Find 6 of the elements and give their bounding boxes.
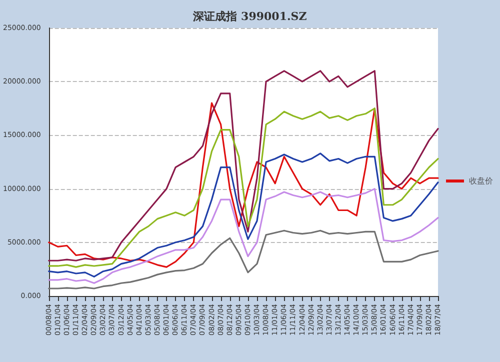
line-series xyxy=(48,70,439,262)
legend-label: 收盘价 xyxy=(469,176,493,186)
chart-title: 深证成指 399001.SZ xyxy=(192,10,307,23)
line-series xyxy=(48,188,439,284)
line-series xyxy=(48,230,439,290)
line-series xyxy=(48,152,439,278)
